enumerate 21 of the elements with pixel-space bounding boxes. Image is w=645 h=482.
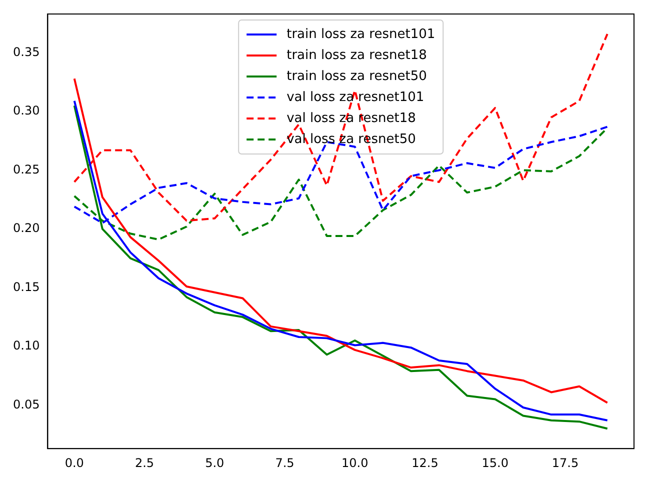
y-tick-label: 0.15 bbox=[13, 280, 40, 294]
legend-label: val loss za resnet18 bbox=[286, 110, 416, 126]
x-tick-label: 17.5 bbox=[552, 456, 579, 470]
legend-label: train loss za resnet101 bbox=[286, 26, 436, 42]
x-tick-label: 12.5 bbox=[412, 456, 438, 470]
y-tick-label: 0.05 bbox=[13, 397, 40, 412]
y-tick-label: 0.30 bbox=[13, 104, 40, 118]
x-tick-label: 5.0 bbox=[205, 456, 224, 470]
x-tick-label: 2.5 bbox=[134, 456, 154, 470]
legend-label: train loss za resnet18 bbox=[286, 48, 427, 63]
x-tick-label: 15.0 bbox=[482, 456, 509, 470]
x-tick-label: 10.0 bbox=[342, 456, 368, 470]
legend-label: val loss za resnet101 bbox=[286, 90, 424, 105]
x-tick-label: 0.0 bbox=[64, 456, 84, 470]
y-tick-label: 0.25 bbox=[13, 162, 40, 176]
legend-label: train loss za resnet50 bbox=[286, 68, 427, 84]
legend-label: val loss za resnet50 bbox=[286, 132, 416, 147]
y-tick-label: 0.35 bbox=[13, 44, 40, 59]
x-tick-label: 7.5 bbox=[275, 456, 294, 470]
y-tick-label: 0.10 bbox=[13, 338, 40, 353]
y-tick-label: 0.20 bbox=[13, 221, 40, 236]
